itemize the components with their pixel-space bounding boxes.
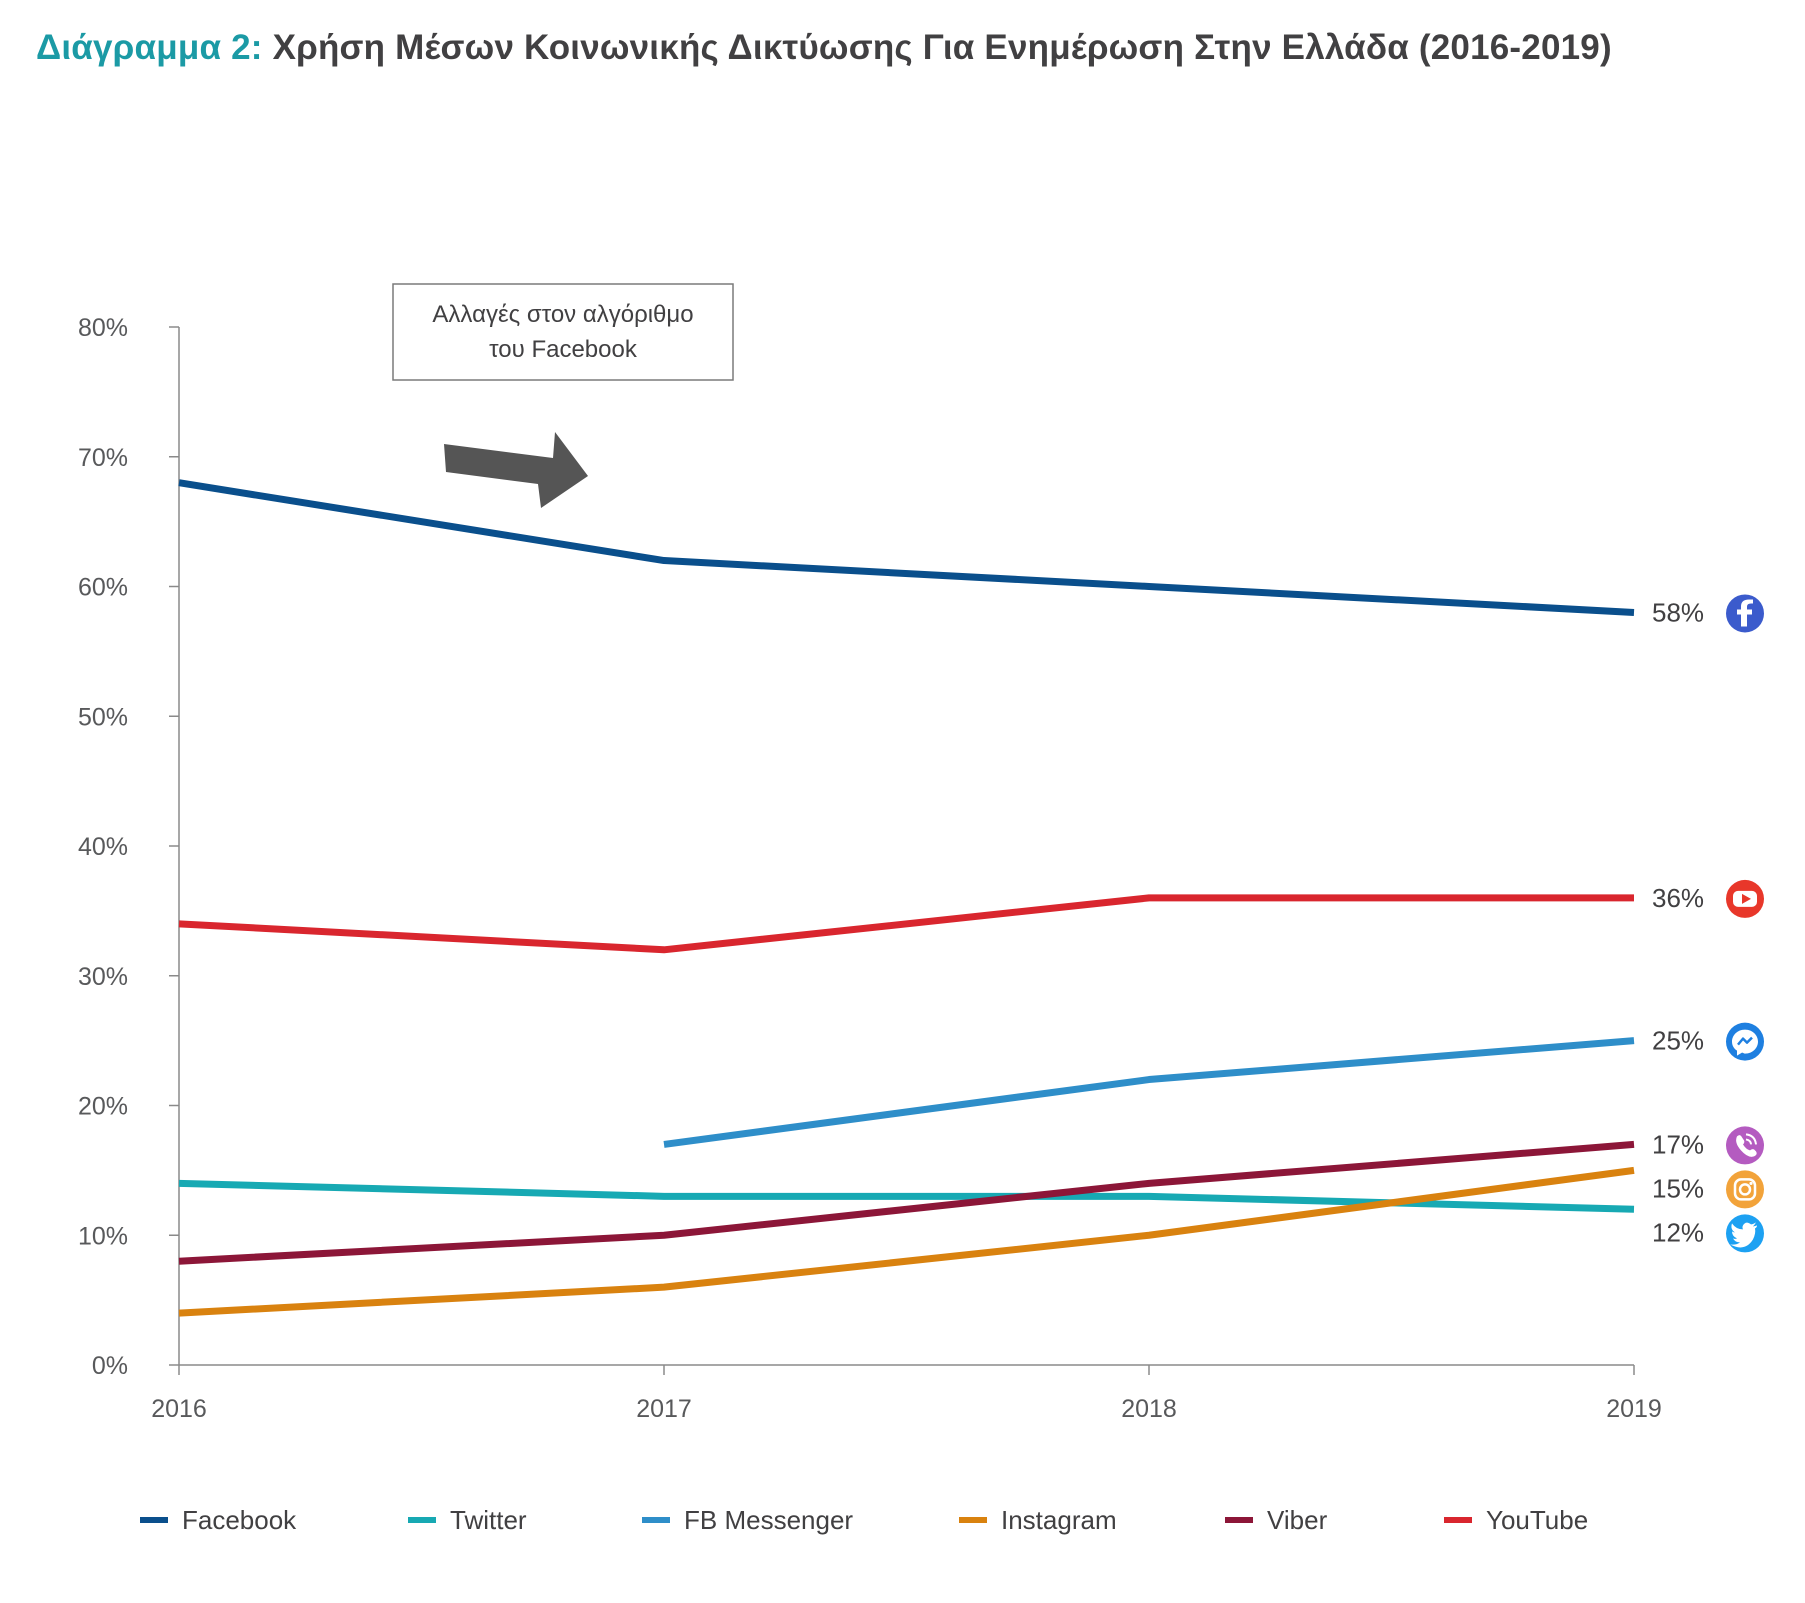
chart-title-text: Χρήση Μέσων Κοινωνικής Δικτύωσης Για Ενη… xyxy=(272,28,1612,67)
x-tick-label: 2019 xyxy=(1606,1395,1662,1423)
end-label-viber: 17% xyxy=(1652,1129,1704,1159)
youtube-icon xyxy=(1726,879,1764,918)
y-tick-label: 30% xyxy=(78,963,128,991)
series-line-facebook xyxy=(178,479,1635,616)
y-tick-label: 20% xyxy=(78,1093,128,1121)
end-label-instagram: 15% xyxy=(1652,1173,1704,1203)
end-label-youtube: 36% xyxy=(1652,883,1704,913)
annotation-line-2: του Facebook xyxy=(489,336,638,363)
y-tick-label: 70% xyxy=(78,444,128,472)
annotation: Αλλαγές στον αλγόριθμο του Facebook xyxy=(392,283,734,508)
chart-title: Διάγραμμα 2: Χρήση Μέσων Κοινωνικής Δικτ… xyxy=(36,28,1612,68)
chart-title-prefix: Διάγραμμα 2: xyxy=(36,28,263,67)
legend-label-instagram: Instagram xyxy=(1001,1505,1117,1535)
axes: 0% 10% 20% 30% 40% 50% 60% 70% 80% 2016 2017 2018 20… xyxy=(78,314,1662,1423)
y-tick-label: 10% xyxy=(78,1222,128,1250)
facebook-icon xyxy=(1726,594,1764,633)
legend: Facebook Twitter FB Messenger Instagram Vibe… xyxy=(140,1505,1588,1535)
y-tick-label: 60% xyxy=(78,574,128,602)
end-label-twitter: 12% xyxy=(1652,1217,1704,1247)
annotation-line-1: Αλλαγές στον αλγόριθμο xyxy=(432,301,693,328)
y-tick-label: 0% xyxy=(92,1352,128,1380)
y-tick-label: 80% xyxy=(78,314,128,342)
annotation-box xyxy=(392,283,734,381)
twitter-icon xyxy=(1726,1214,1764,1253)
legend-label-twitter: Twitter xyxy=(450,1505,527,1535)
messenger-icon xyxy=(1726,1022,1764,1061)
legend-label-youtube: YouTube xyxy=(1486,1505,1588,1535)
x-tick-label: 2017 xyxy=(636,1395,692,1423)
legend-label-facebook: Facebook xyxy=(182,1505,297,1535)
legend-label-viber: Viber xyxy=(1267,1505,1328,1535)
series-line-instagram xyxy=(178,1166,1635,1317)
y-tick-label: 40% xyxy=(78,833,128,861)
x-tick-label: 2016 xyxy=(151,1395,207,1423)
y-tick-label: 50% xyxy=(78,703,128,731)
x-tick-label: 2018 xyxy=(1121,1395,1177,1423)
series-line-fb-messenger xyxy=(663,1037,1635,1148)
annotation-arrow-icon xyxy=(444,432,588,508)
viber-icon xyxy=(1726,1126,1764,1165)
end-label-facebook: 58% xyxy=(1652,597,1704,627)
series-lines xyxy=(178,479,1635,1317)
series-line-youtube xyxy=(178,894,1634,954)
end-label-fb-messenger: 25% xyxy=(1652,1026,1704,1056)
series-line-viber xyxy=(178,1140,1635,1265)
instagram-icon xyxy=(1726,1170,1764,1209)
end-labels: 58% 36% 25% 17% 15% 12% xyxy=(1652,594,1764,1253)
legend-label-fb-messenger: FB Messenger xyxy=(684,1505,853,1535)
